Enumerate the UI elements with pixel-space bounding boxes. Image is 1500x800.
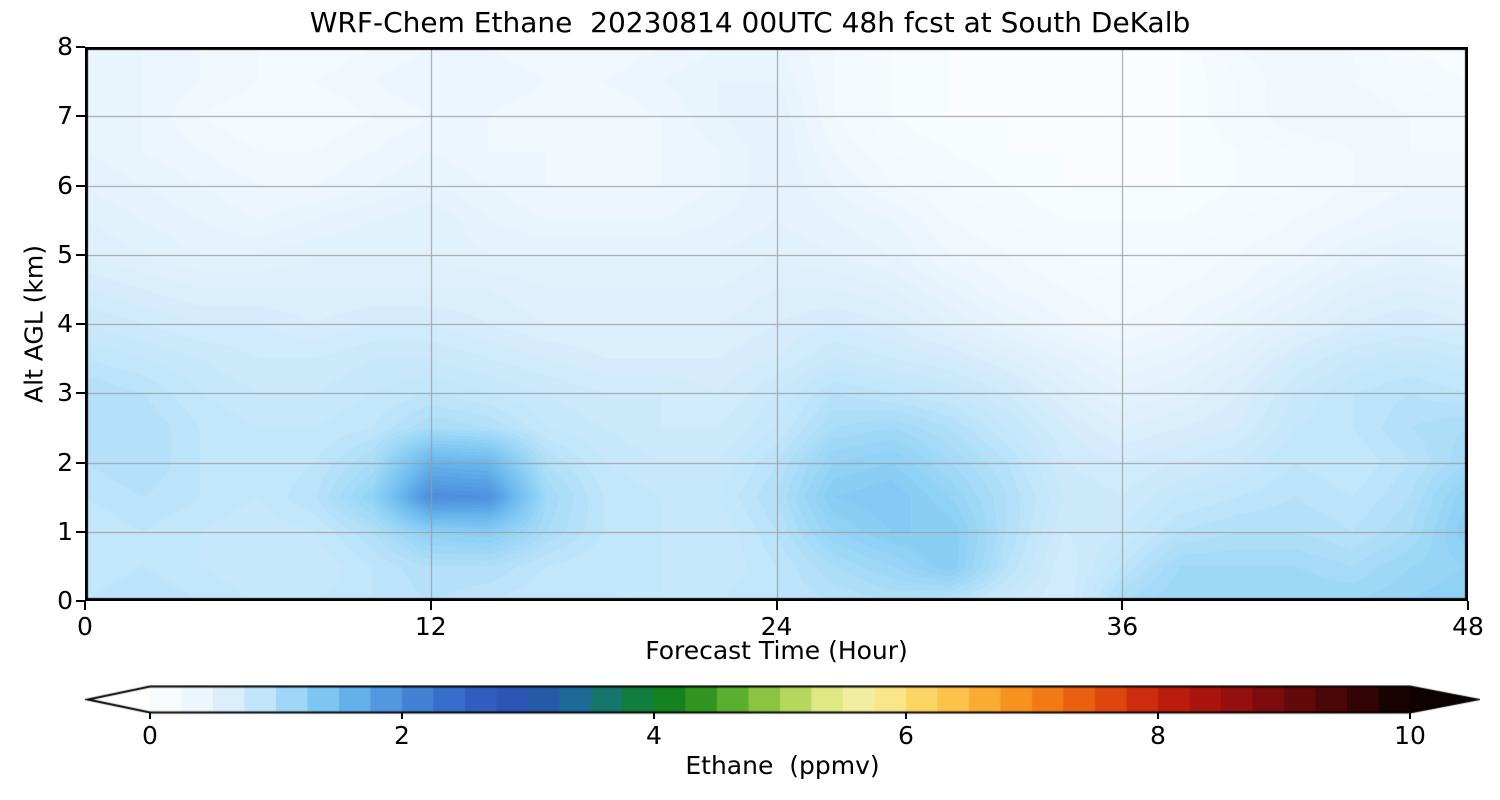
x-tick-label: 0 [77, 612, 93, 641]
y-tick-label: 7 [57, 101, 73, 131]
y-tick-label: 8 [57, 32, 73, 61]
y-tick-label: 1 [57, 516, 73, 546]
y-tick-label: 5 [57, 239, 73, 269]
x-tick-label: 48 [1452, 612, 1484, 641]
colorbar-tick [1409, 712, 1411, 719]
colorbar-tick-label: 10 [1394, 721, 1426, 750]
y-tick [76, 461, 85, 464]
colorbar-tick-label: 4 [646, 721, 662, 750]
y-tick-label: 0 [57, 586, 73, 615]
colorbar-label: Ethane (ppmv) [685, 751, 880, 780]
colorbar-tick [905, 712, 907, 719]
y-tick [76, 115, 85, 118]
colorbar-tick [1157, 712, 1159, 719]
colorbar-canvas [85, 685, 1480, 721]
y-tick [76, 184, 85, 187]
y-tick [76, 600, 85, 602]
colorbar-tick-label: 0 [142, 721, 158, 750]
x-tick [1467, 601, 1469, 610]
chart-title: WRF-Chem Ethane 20230814 00UTC 48h fcst … [309, 6, 1191, 39]
y-tick [76, 530, 85, 533]
colorbar-tick [401, 712, 403, 719]
colorbar-tick-label: 6 [898, 721, 914, 750]
y-tick-label: 4 [57, 309, 73, 338]
colorbar-tick-label: 2 [394, 721, 410, 750]
x-tick [775, 601, 778, 610]
y-tick [76, 323, 85, 325]
x-tick [84, 601, 86, 610]
colorbar-tick [149, 712, 151, 719]
contour-plot-canvas [85, 47, 1468, 601]
y-tick [76, 392, 85, 395]
colorbar-tick [653, 712, 655, 719]
x-axis-label: Forecast Time (Hour) [645, 636, 908, 665]
y-tick-label: 6 [57, 170, 73, 200]
x-tick [1121, 601, 1124, 610]
y-tick [76, 46, 85, 48]
colorbar-tick-label: 8 [1150, 721, 1166, 750]
y-tick [76, 253, 85, 256]
x-tick [429, 601, 432, 610]
x-tick-label: 36 [1106, 612, 1139, 641]
y-tick-label: 2 [57, 447, 73, 477]
y-tick-label: 3 [57, 378, 73, 408]
x-tick-label: 24 [760, 612, 793, 641]
x-tick-label: 12 [414, 612, 447, 641]
